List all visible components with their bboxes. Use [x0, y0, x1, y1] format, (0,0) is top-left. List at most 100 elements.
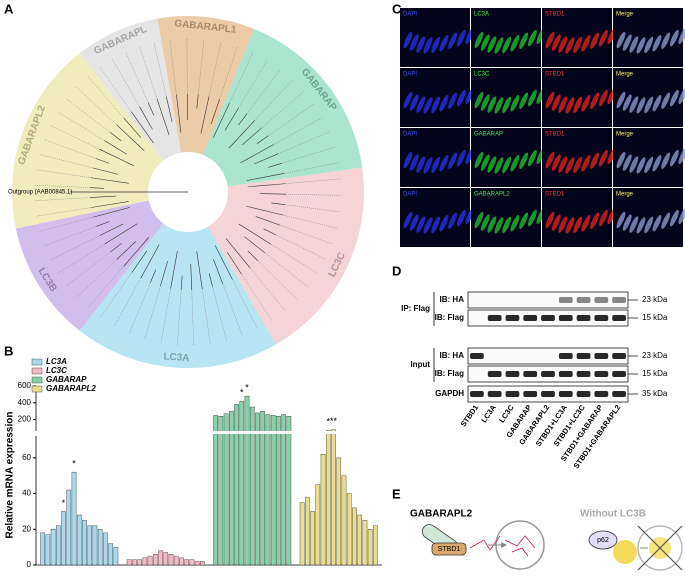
- bar: [179, 558, 183, 565]
- marker-label: 15 kDa: [642, 369, 668, 378]
- band: [559, 371, 573, 377]
- significance: *: [72, 459, 76, 469]
- bar: [72, 472, 76, 565]
- panel-letter: B: [4, 343, 13, 358]
- bar: [310, 511, 314, 565]
- channel-label: Merge: [616, 72, 634, 78]
- y-tick-label: 20: [22, 524, 31, 533]
- bar: [282, 415, 286, 565]
- band: [470, 391, 484, 397]
- bar: [93, 526, 97, 565]
- channel-label: STBD1: [545, 132, 565, 138]
- bar: [271, 415, 275, 565]
- bar: [114, 547, 118, 565]
- bar: [373, 526, 377, 565]
- bar: [255, 413, 259, 565]
- bar: [229, 411, 233, 565]
- protein-label: STBD1: [438, 546, 461, 553]
- schematic-title: GABARAPL2: [410, 509, 473, 520]
- legend-label: GABARAPL2: [46, 384, 96, 393]
- bar: [224, 414, 228, 565]
- legend-label: LC3A: [46, 357, 67, 366]
- protein-label: p62: [597, 537, 609, 544]
- legend-swatch: [32, 359, 42, 365]
- bar: [363, 520, 367, 565]
- bar: [137, 560, 141, 565]
- y-tick-label: 0: [27, 560, 32, 569]
- band: [488, 315, 502, 321]
- channel-label: STBD1: [545, 12, 565, 18]
- lane-label: LC3A: [479, 403, 498, 425]
- bar: [337, 458, 341, 565]
- bar: [245, 396, 249, 565]
- schematic-panel: GABARAPL2 STBD1 Without LC3B p62: [410, 509, 682, 570]
- y-tick-label: 40: [22, 489, 31, 498]
- droplet: [613, 540, 637, 564]
- axis-break: [30, 431, 384, 434]
- marker-label: 23 kDa: [642, 295, 668, 304]
- schematic-title: Without LC3B: [580, 509, 646, 520]
- bar: [234, 404, 238, 565]
- bar: [174, 556, 178, 565]
- channel-label: GABARAP: [474, 132, 503, 138]
- channel-label: LC3A: [474, 12, 489, 18]
- blot-row-label: IB: HA: [440, 351, 465, 360]
- bar: [153, 554, 157, 565]
- channel-label: DAPI: [403, 132, 417, 138]
- band: [559, 315, 573, 321]
- band: [577, 297, 591, 303]
- y-tick-label: 60: [22, 453, 31, 462]
- channel-label: DAPI: [403, 72, 417, 78]
- band: [559, 297, 573, 303]
- band: [488, 371, 502, 377]
- bar: [169, 554, 173, 565]
- band: [594, 391, 608, 397]
- bar: [342, 476, 346, 565]
- band: [612, 391, 626, 397]
- bar: [46, 535, 50, 565]
- panel-letter: E: [392, 486, 401, 501]
- marker-label: 35 kDa: [642, 389, 668, 398]
- band: [541, 315, 555, 321]
- bar: [347, 494, 351, 565]
- bar: [326, 430, 330, 565]
- y-tick-label: 600: [18, 381, 32, 390]
- band: [559, 391, 573, 397]
- bar: [305, 497, 309, 565]
- bar: [67, 490, 71, 565]
- clade-label: LC3A: [163, 351, 190, 364]
- bar: [195, 561, 199, 565]
- band: [506, 371, 520, 377]
- bar: [109, 544, 113, 565]
- band: [559, 353, 573, 359]
- legend-label: GABARAP: [46, 375, 87, 384]
- channel-label: Merge: [616, 12, 634, 18]
- bar: [214, 415, 218, 565]
- bar: [185, 560, 189, 565]
- band: [506, 391, 520, 397]
- bar: [316, 485, 320, 565]
- blot-row-label: IB: Flag: [435, 313, 464, 322]
- bar: [148, 556, 152, 565]
- bar: [132, 560, 136, 565]
- channel-label: LC3C: [474, 72, 490, 78]
- band: [523, 315, 537, 321]
- bar: [352, 508, 356, 565]
- band: [594, 353, 608, 359]
- bar: [321, 454, 325, 565]
- lane-label: STBD1: [459, 403, 480, 428]
- band: [488, 391, 502, 397]
- bar: [127, 560, 131, 565]
- y-tick-label: 400: [18, 398, 32, 407]
- blot-row-label: IB: HA: [440, 295, 465, 304]
- band: [523, 391, 537, 397]
- bar: [261, 411, 265, 565]
- band: [612, 297, 626, 303]
- channel-label: STBD1: [545, 72, 565, 78]
- significance: *: [245, 382, 249, 392]
- significance: **: [330, 416, 338, 426]
- y-tick-label: 200: [18, 415, 32, 424]
- significance: *: [62, 498, 66, 508]
